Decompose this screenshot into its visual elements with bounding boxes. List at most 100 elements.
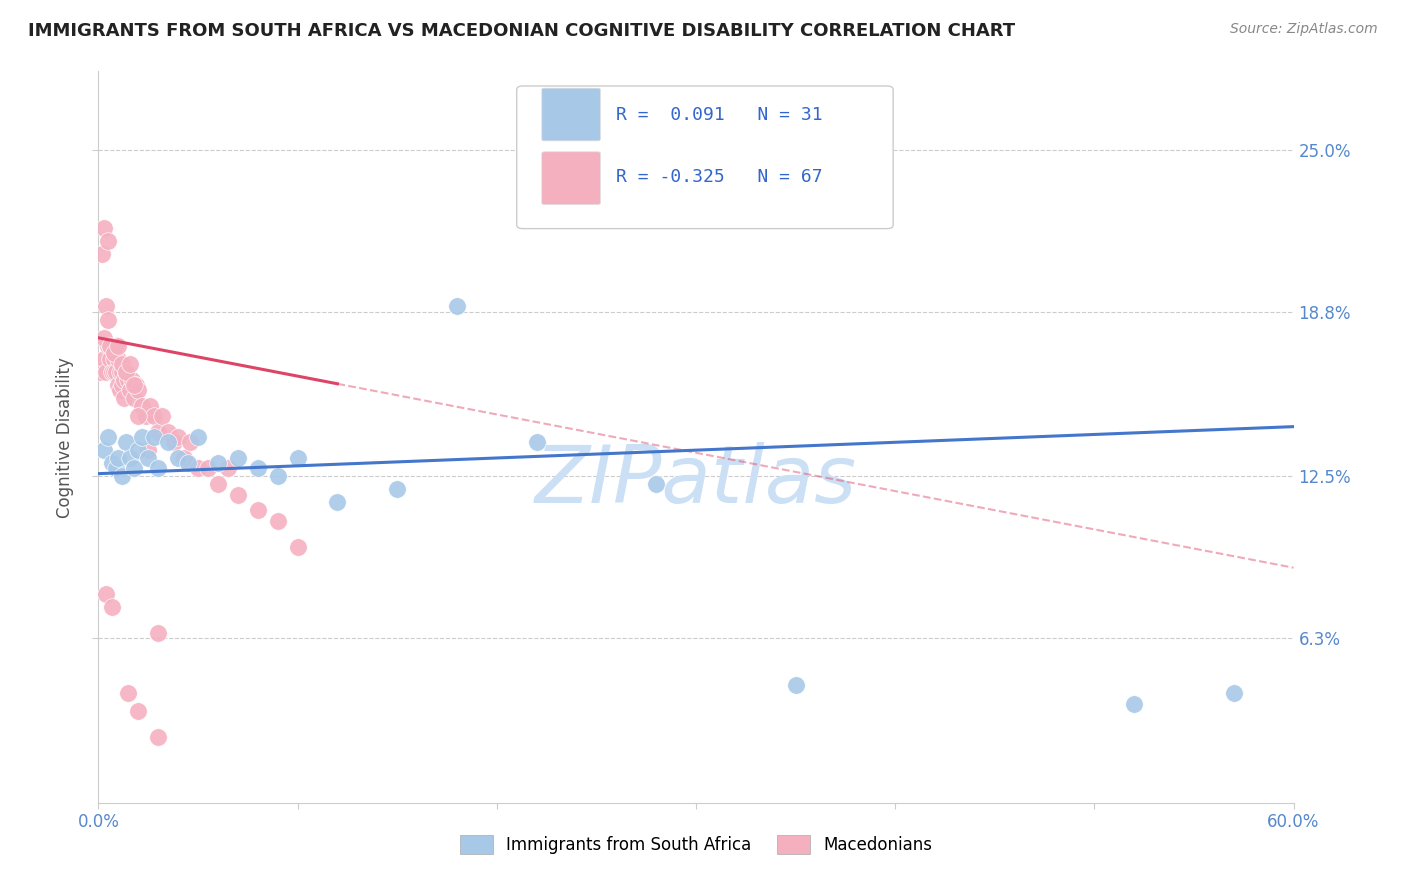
Text: R = -0.325   N = 67: R = -0.325 N = 67 — [616, 169, 823, 186]
Y-axis label: Cognitive Disability: Cognitive Disability — [56, 357, 75, 517]
Point — [93, 443, 115, 458]
Point — [124, 461, 146, 475]
Point — [167, 450, 190, 465]
Point — [111, 357, 134, 371]
Point — [148, 626, 170, 640]
Point — [124, 391, 146, 405]
Point — [125, 377, 148, 392]
Point — [121, 373, 143, 387]
Point — [105, 339, 128, 353]
Point — [97, 430, 120, 444]
Point — [98, 351, 122, 366]
Point — [139, 399, 162, 413]
Point — [97, 234, 120, 248]
Point — [1223, 686, 1246, 700]
Point — [287, 450, 309, 465]
Point — [287, 540, 309, 554]
Point — [217, 461, 239, 475]
FancyBboxPatch shape — [517, 86, 893, 228]
Point — [267, 469, 290, 483]
Point — [157, 425, 180, 439]
Point — [187, 430, 209, 444]
Point — [112, 391, 135, 405]
Point — [120, 450, 142, 465]
Legend: Immigrants from South Africa, Macedonians: Immigrants from South Africa, Macedonian… — [446, 822, 946, 868]
Text: IMMIGRANTS FROM SOUTH AFRICA VS MACEDONIAN COGNITIVE DISABILITY CORRELATION CHAR: IMMIGRANTS FROM SOUTH AFRICA VS MACEDONI… — [28, 22, 1015, 40]
Text: Source: ZipAtlas.com: Source: ZipAtlas.com — [1230, 22, 1378, 37]
Point — [446, 300, 468, 314]
Point — [97, 312, 120, 326]
Text: ZIPatlas: ZIPatlas — [534, 442, 858, 520]
Text: R =  0.091   N = 31: R = 0.091 N = 31 — [616, 105, 823, 123]
Point — [148, 425, 170, 439]
Point — [207, 477, 229, 491]
Point — [96, 365, 118, 379]
Point — [115, 435, 138, 450]
Point — [207, 456, 229, 470]
Point — [115, 365, 138, 379]
Point — [167, 430, 190, 444]
Point — [1123, 697, 1146, 711]
Point — [148, 731, 170, 745]
Point — [101, 339, 124, 353]
Point — [177, 456, 200, 470]
Point — [526, 435, 548, 450]
Point — [246, 503, 269, 517]
Point — [115, 365, 138, 379]
Point — [124, 377, 146, 392]
Point — [120, 357, 142, 371]
Point — [110, 365, 132, 379]
Point — [163, 435, 186, 450]
Point — [127, 383, 149, 397]
Point — [98, 339, 122, 353]
FancyBboxPatch shape — [541, 152, 600, 204]
Point — [226, 487, 249, 501]
Point — [157, 435, 180, 450]
Point — [197, 461, 219, 475]
Point — [103, 346, 125, 360]
Point — [112, 373, 135, 387]
Point — [150, 409, 173, 424]
Point — [127, 705, 149, 719]
Point — [105, 365, 128, 379]
Point — [107, 450, 129, 465]
Point — [127, 409, 149, 424]
Point — [93, 221, 115, 235]
Point — [131, 430, 153, 444]
Point — [246, 461, 269, 475]
Point — [136, 443, 159, 458]
Point — [107, 351, 129, 366]
Point — [117, 373, 139, 387]
Point — [136, 450, 159, 465]
FancyBboxPatch shape — [541, 88, 600, 141]
Point — [93, 351, 115, 366]
Point — [135, 409, 157, 424]
Point — [173, 450, 195, 465]
Point — [645, 477, 668, 491]
Point — [103, 365, 125, 379]
Point — [101, 365, 124, 379]
Point — [89, 365, 111, 379]
Point — [107, 377, 129, 392]
Point — [143, 430, 166, 444]
Point — [226, 450, 249, 465]
Point — [91, 247, 114, 261]
Point — [111, 469, 134, 483]
Point — [101, 456, 124, 470]
Point — [120, 383, 142, 397]
Point — [107, 339, 129, 353]
Point — [111, 365, 134, 379]
Point — [98, 339, 122, 353]
Point — [127, 443, 149, 458]
Point — [110, 383, 132, 397]
Point — [385, 483, 409, 497]
Point — [143, 409, 166, 424]
Point — [179, 435, 201, 450]
Point — [187, 461, 209, 475]
Point — [785, 678, 807, 692]
Point — [101, 599, 124, 614]
Point — [117, 686, 139, 700]
Point — [96, 300, 118, 314]
Point — [103, 351, 125, 366]
Point — [267, 514, 290, 528]
